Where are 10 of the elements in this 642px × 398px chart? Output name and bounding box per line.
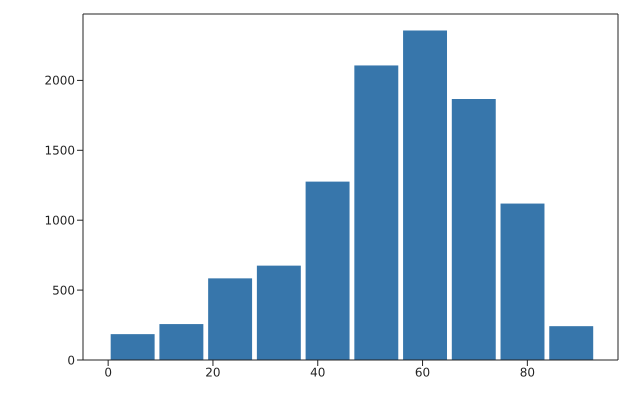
y-tick-label: 1500 bbox=[44, 144, 75, 158]
x-tick-label: 80 bbox=[520, 366, 535, 380]
x-tick-label: 20 bbox=[205, 366, 221, 380]
y-tick-label: 2000 bbox=[44, 74, 75, 88]
x-tick-label: 60 bbox=[414, 366, 430, 380]
y-tick-label: 1000 bbox=[44, 213, 75, 228]
x-tick-label: 0 bbox=[104, 366, 112, 380]
x-tick-label: 40 bbox=[310, 366, 326, 380]
y-tick-label: 0 bbox=[67, 353, 75, 368]
y-tick-label: 500 bbox=[52, 283, 75, 298]
